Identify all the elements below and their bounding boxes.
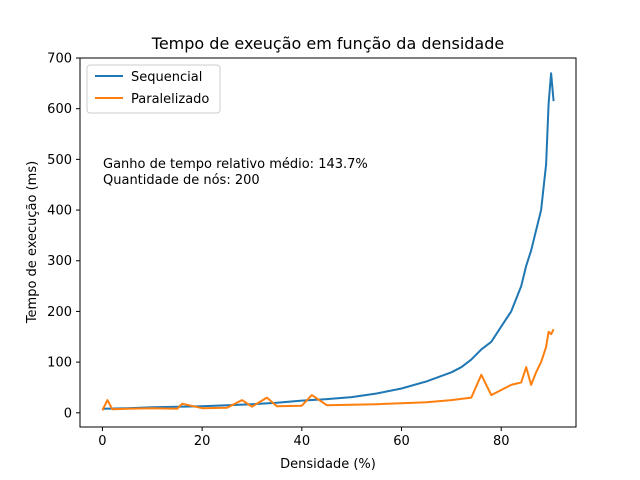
y-tick-label: 0 (64, 406, 72, 421)
x-axis-ticks: 0 20 40 60 80 (98, 427, 509, 449)
y-tick-label: 700 (47, 52, 72, 67)
y-tick-label: 300 (47, 254, 72, 269)
y-axis-ticks: 0 100 200 300 400 500 600 700 (47, 52, 80, 421)
annotation-nodes: Quantidade de nós: 200 (103, 173, 260, 188)
y-tick-label: 500 (47, 153, 72, 168)
x-tick-label: 80 (493, 434, 510, 449)
legend-label-sequencial: Sequencial (131, 70, 202, 85)
y-axis-label: Tempo de execução (ms) (25, 161, 40, 324)
x-tick-label: 40 (294, 434, 311, 449)
y-tick-label: 200 (47, 305, 72, 320)
annotation-gain: Ganho de tempo relativo médio: 143.7% (103, 157, 368, 172)
x-tick-label: 60 (393, 434, 410, 449)
x-tick-label: 0 (98, 434, 106, 449)
x-axis-label: Densidade (%) (280, 457, 376, 472)
legend: Sequencial Paralelizado (86, 64, 221, 114)
series-line-paralelizado (101, 328, 555, 411)
plot-area (79, 57, 577, 428)
y-tick-label: 100 (47, 356, 72, 371)
y-tick-label: 400 (47, 204, 72, 219)
x-tick-label: 20 (194, 434, 211, 449)
series-line-sequencial (102, 72, 555, 410)
y-tick-label: 600 (47, 102, 72, 117)
chart-title: Tempo de exeução em função da densidade (151, 34, 504, 53)
legend-label-paralelizado: Paralelizado (131, 92, 209, 107)
plot-frame (79, 57, 577, 428)
series-layer (101, 72, 555, 411)
